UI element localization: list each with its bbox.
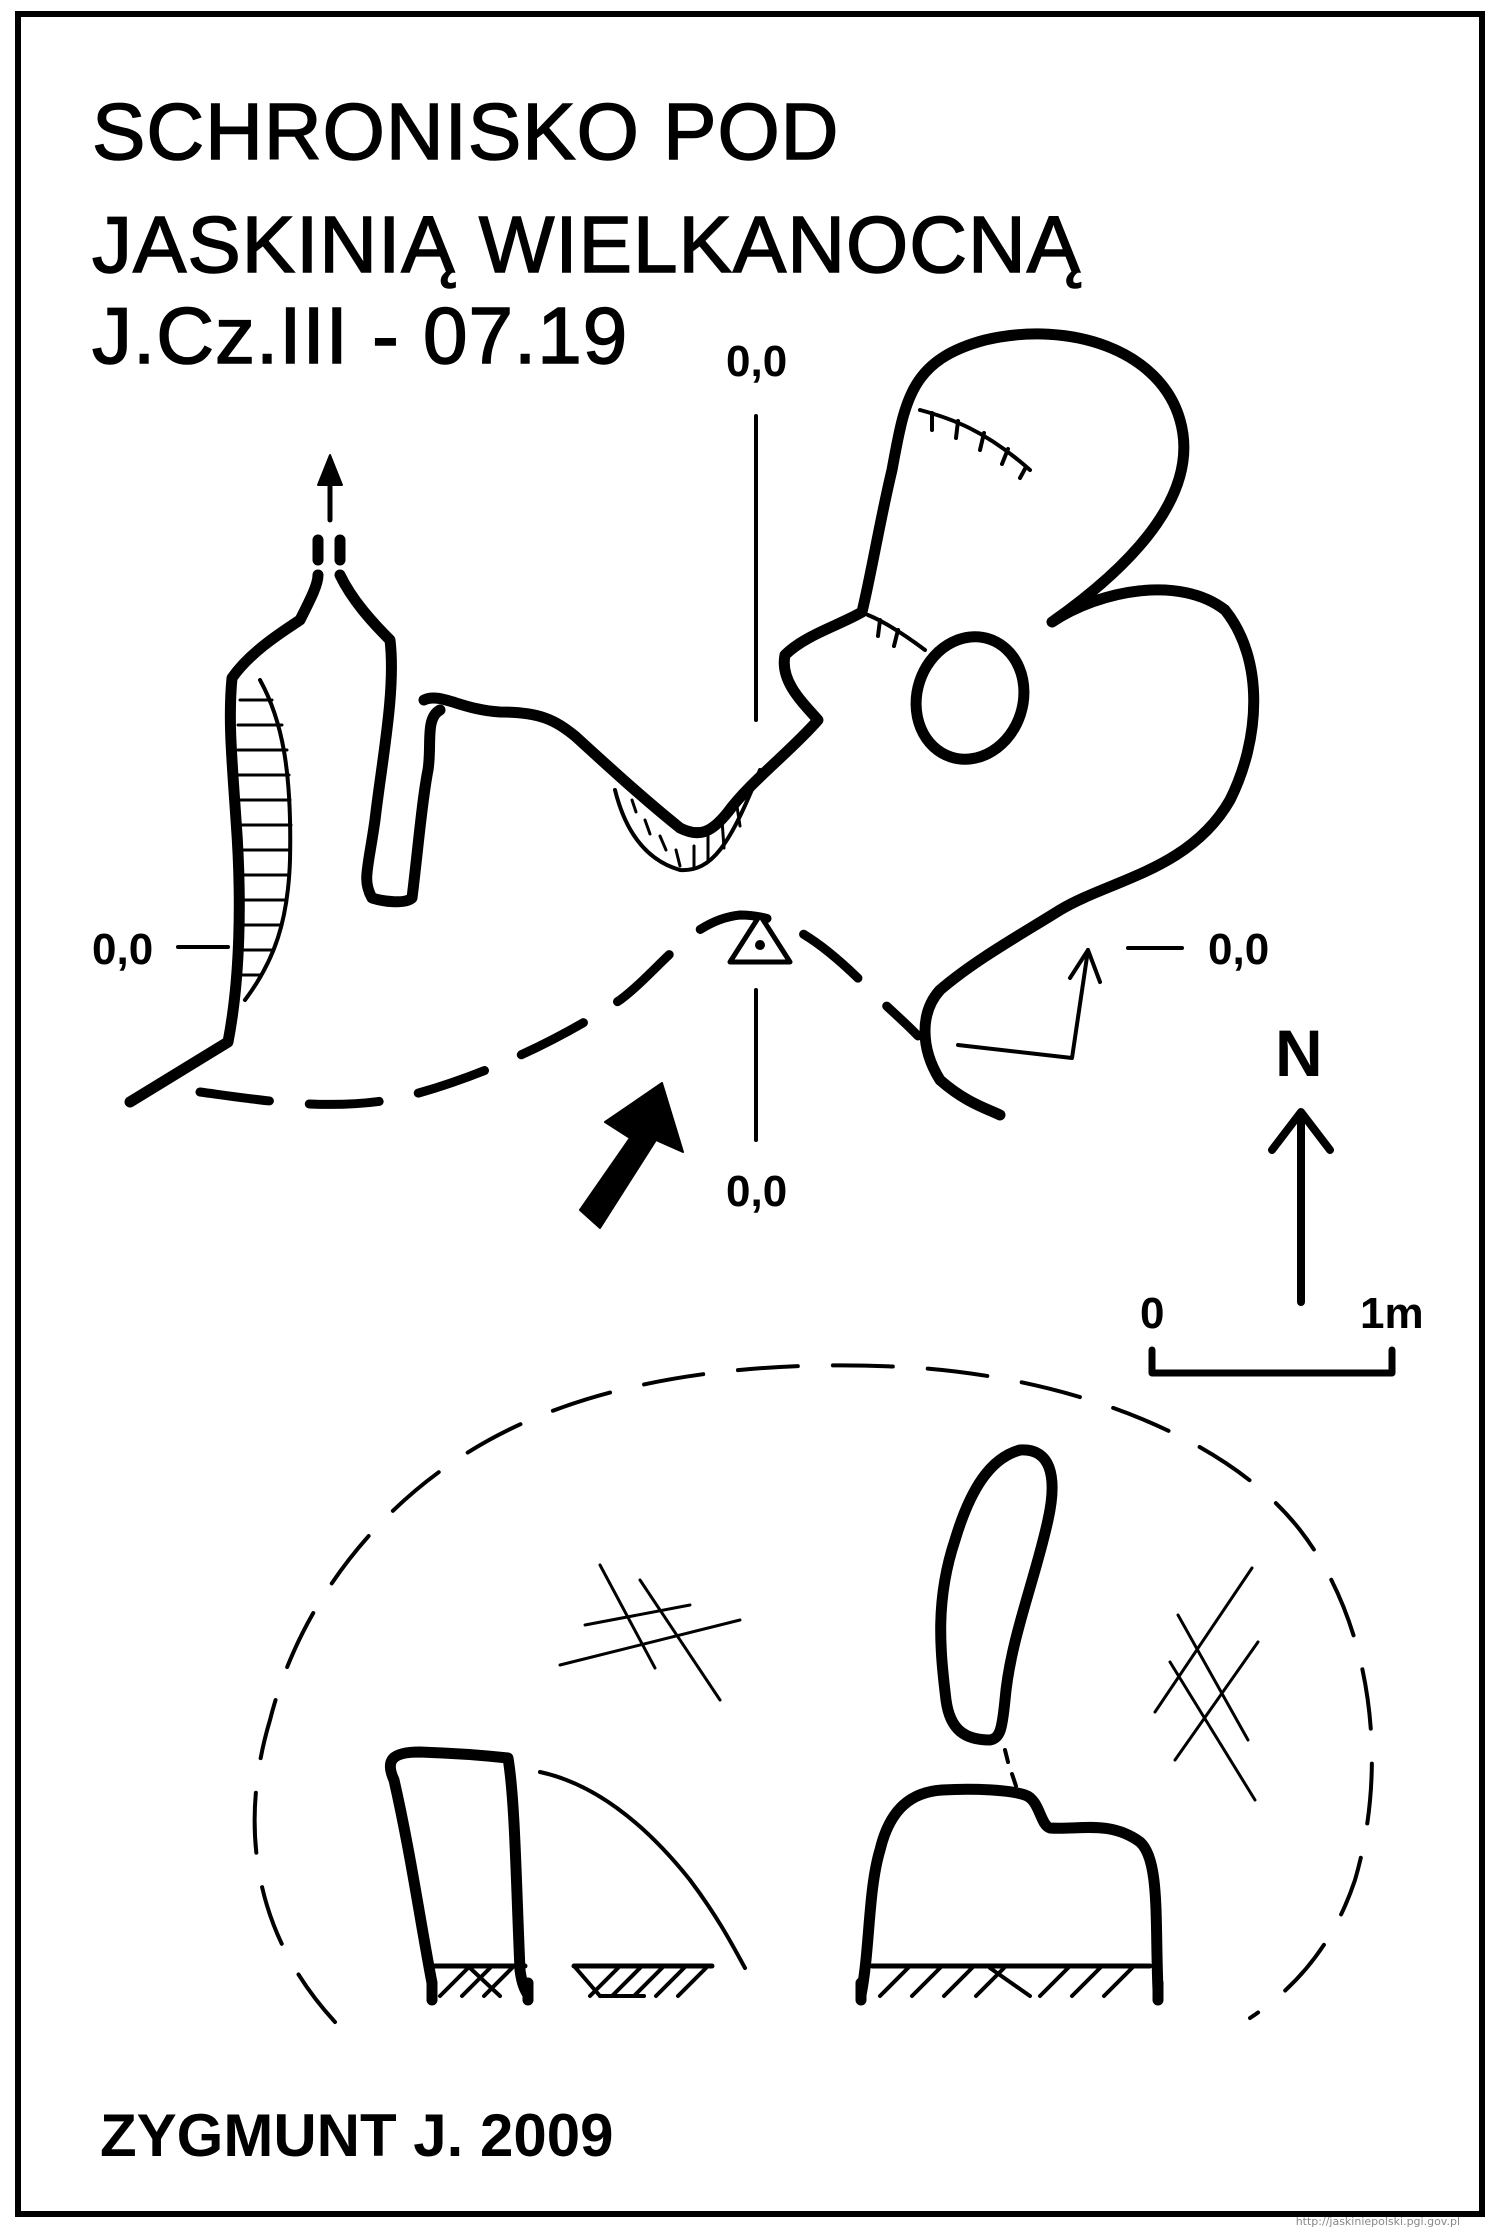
plan-hatch-v-edge xyxy=(613,768,762,873)
floor-caps xyxy=(426,1977,1164,2006)
plan-view xyxy=(124,328,1396,1377)
plan-hatch-left-edge xyxy=(243,678,293,1002)
plan-wall-left-inner xyxy=(334,569,446,908)
title-line-1: SCHRONISKO POD xyxy=(91,87,840,176)
scale-end-label: 1m xyxy=(1360,1289,1424,1338)
plan-hatch-ledge-nw xyxy=(918,408,1032,472)
survey-station-dot xyxy=(755,940,765,950)
plan-chamber-north xyxy=(856,328,1260,1121)
floor-left-hatch xyxy=(438,1966,514,1998)
scale-start-label: 0 xyxy=(1140,1289,1165,1338)
section-arrow-right xyxy=(956,948,1090,1060)
section-mark-south: 0,0 xyxy=(726,1167,788,1216)
plan-wall-left-outer xyxy=(124,569,324,1108)
plan-hatch-link xyxy=(866,613,927,652)
section-pillar-link-2 xyxy=(1010,1772,1018,1788)
north-arrow-head xyxy=(1268,1108,1334,1154)
plan-dripline xyxy=(195,910,923,1109)
section-fissures-left xyxy=(558,1563,742,1702)
section-outline-dashed xyxy=(252,1363,1374,2024)
floor-mid-hatch xyxy=(572,1964,708,1998)
title-line-2: JASKINIĄ WIELKANOCNĄ xyxy=(91,200,1082,289)
section-mark-east: 0,0 xyxy=(1208,925,1270,974)
section-pillar xyxy=(935,1444,1058,1746)
survey-station-triangle xyxy=(727,912,793,965)
section-arrow-right-head xyxy=(1068,948,1102,984)
plan-wall-upper xyxy=(418,606,868,839)
plan-pillar xyxy=(910,631,1030,765)
plan-hatch-link-ticks xyxy=(876,618,900,648)
section-pillar-link-1 xyxy=(1003,1748,1010,1764)
author-credit: ZYGMUNT J. 2009 xyxy=(100,2102,614,2169)
section-block-left xyxy=(384,1746,534,2001)
scale-bar-line xyxy=(1148,1346,1396,1377)
plan-hatch-left-ticks xyxy=(236,698,293,977)
section-fissures-right xyxy=(1153,1566,1260,1802)
entrance-arrow xyxy=(579,1082,684,1229)
section-mark-west: 0,0 xyxy=(92,925,154,974)
section-mark-north: 0,0 xyxy=(726,337,788,386)
section-block-right xyxy=(855,1783,1164,2001)
sheet-border xyxy=(15,11,1485,2217)
section-rock-left xyxy=(538,1770,747,1970)
cross-section xyxy=(252,1363,1374,2024)
plan-hatch-v-ticks xyxy=(630,798,742,870)
watermark-url: http://jaskiniepolski.pgi.gov.pl xyxy=(1295,2215,1460,2228)
plan-chimney-arrow-head xyxy=(317,454,343,486)
north-label: N xyxy=(1275,1016,1323,1090)
title-line-3: J.Cz.III - 07.19 xyxy=(91,291,629,380)
floor-right-hatch xyxy=(878,1966,1134,1998)
plan-hatch-ledge-nw-ticks xyxy=(930,411,1028,480)
